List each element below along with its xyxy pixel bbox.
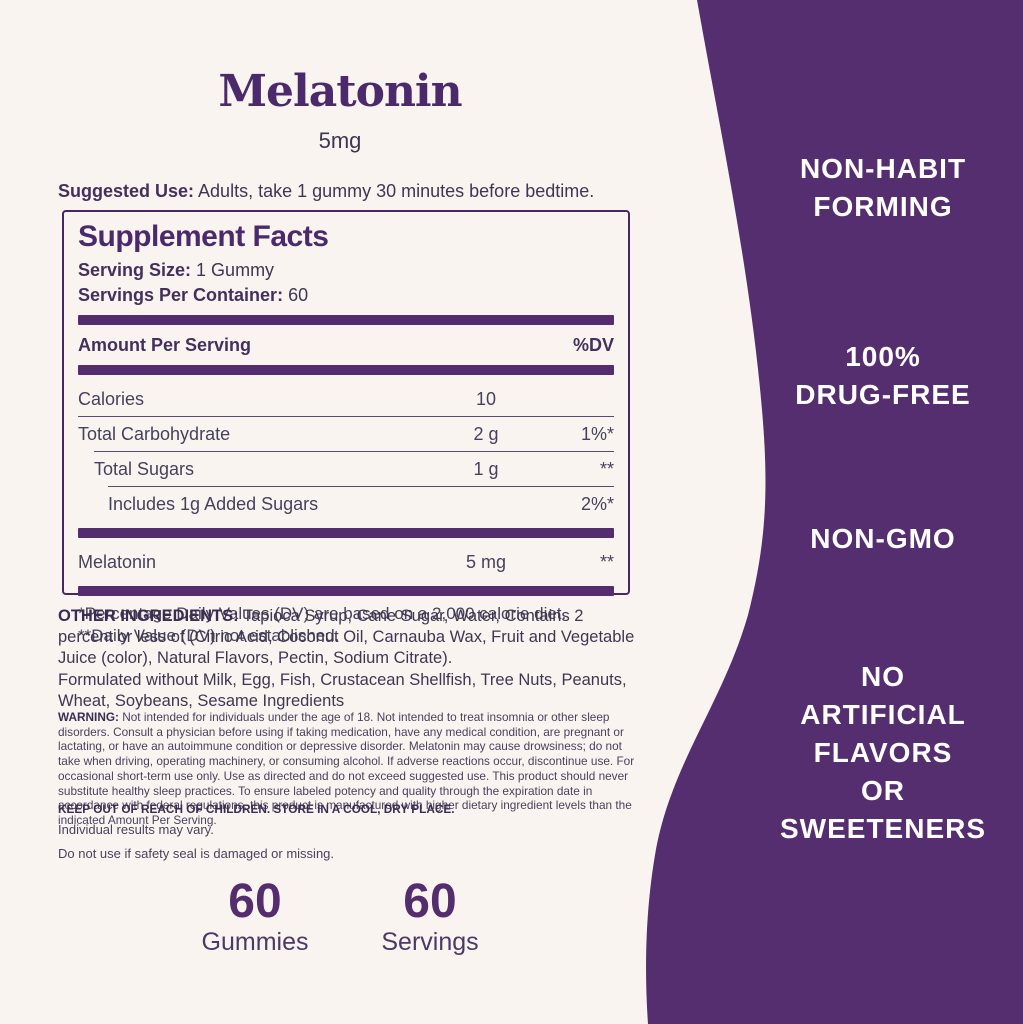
product-dose: 5mg: [318, 128, 362, 153]
disclaimer-seal: Do not use if safety seal is damaged or …: [58, 846, 335, 861]
warning-paragraph: WARNING: Not intended for individuals un…: [58, 710, 636, 828]
suggested-use-label: Suggested Use:: [58, 181, 195, 201]
nutrient-name: Total Sugars: [94, 459, 195, 479]
row-separator: [108, 486, 614, 487]
claim-1: 100% DRUG-FREE: [795, 341, 971, 410]
nutrient-amount: 1 g: [473, 459, 499, 479]
nutrient-dv: 1%*: [580, 424, 614, 444]
disclaimer-results: Individual results may vary.: [58, 822, 214, 837]
facts-footnote: **Daily Value (DV) not established.: [78, 626, 340, 645]
nutrient-dv: **: [599, 459, 614, 479]
nutrient-name: Melatonin: [78, 552, 157, 572]
dv-header: %DV: [572, 335, 614, 355]
facts-rows: Calories 10 Total Carbohydrate 2 g 1%* Total …: [78, 382, 614, 596]
serving-size-line: Serving Size: 1 Gummy: [78, 258, 614, 283]
nutrient-dv: 2%*: [580, 494, 614, 514]
facts-footnote: *Percentage Daily Values (DV) are based …: [78, 604, 567, 623]
other-ingredients-text: Tapioca Syrup, Cane Sugar, Water, Contai…: [58, 607, 635, 667]
suggested-use: Suggested Use: Adults, take 1 gummy 30 m…: [58, 181, 633, 202]
serving-size-label: Serving Size:: [78, 260, 192, 280]
nutrient-amount: 5 mg: [465, 552, 507, 572]
warning-text: Not intended for individuals under the a…: [58, 710, 635, 827]
supplement-facts-title: Supplement Facts: [78, 220, 329, 253]
divider-bar: [78, 315, 614, 325]
serving-size-value: 1 Gummy: [191, 260, 275, 280]
nutrient-name: Total Carbohydrate: [78, 424, 231, 444]
nutrient-amount: 2 g: [473, 424, 499, 444]
facts-row: Melatonin 5 mg **: [78, 545, 614, 579]
facts-row: Includes 1g Added Sugars 2%*: [78, 487, 614, 521]
facts-row: Calories 10: [78, 382, 614, 416]
gummies-count: 60 Gummies: [155, 878, 355, 957]
facts-row: Total Carbohydrate 2 g 1%*: [78, 417, 614, 451]
row-separator: [94, 451, 614, 452]
claim-0: NON-HABIT FORMING: [799, 153, 967, 222]
divider-bar: [78, 365, 614, 375]
row-separator: [78, 416, 614, 417]
servings-count-value: 60: [403, 875, 457, 928]
other-ingredients-label: OTHER INGREDIENTS:: [58, 607, 239, 625]
nutrient-dv: **: [599, 552, 614, 572]
divider-bar: [78, 586, 614, 596]
gummies-count-value: 60: [228, 875, 282, 928]
facts-header-row: Amount Per Serving %DV: [78, 332, 614, 358]
claim-3: NO ARTIFICIAL FLAVORS OR SWEETENERS: [779, 661, 987, 844]
servings-count: 60 Servings: [330, 878, 530, 957]
allergen-note: Formulated without Milk, Egg, Fish, Crus…: [58, 671, 627, 710]
facts-row: Total Sugars 1 g **: [78, 452, 614, 486]
warning-label: WARNING:: [58, 710, 119, 724]
servings-value: 60: [283, 285, 309, 305]
supplement-facts-panel: Supplement Facts Serving Size: 1 Gummy S…: [62, 210, 630, 645]
nutrient-name: Calories: [78, 389, 145, 409]
servings-per-container-line: Servings Per Container: 60: [78, 283, 614, 308]
claim-2: NON-GMO: [810, 523, 956, 554]
amount-per-serving-header: Amount Per Serving: [78, 335, 252, 355]
divider-bar: [78, 528, 614, 538]
suggested-use-text: Adults, take 1 gummy 30 minutes before b…: [194, 181, 595, 201]
product-title: Melatonin: [218, 66, 462, 117]
storage-note: KEEP OUT OF REACH OF CHILDREN. STORE IN …: [58, 802, 455, 816]
other-ingredients: OTHER INGREDIENTS: Tapioca Syrup, Cane S…: [58, 606, 636, 669]
nutrient-name: Includes 1g Added Sugars: [108, 494, 319, 514]
nutrient-amount: 10: [475, 389, 497, 409]
facts-footnotes: *Percentage Daily Values (DV) are based …: [78, 603, 614, 647]
gummies-count-label: Gummies: [201, 928, 309, 956]
servings-label: Servings Per Container:: [78, 285, 284, 305]
servings-count-label: Servings: [381, 928, 479, 956]
